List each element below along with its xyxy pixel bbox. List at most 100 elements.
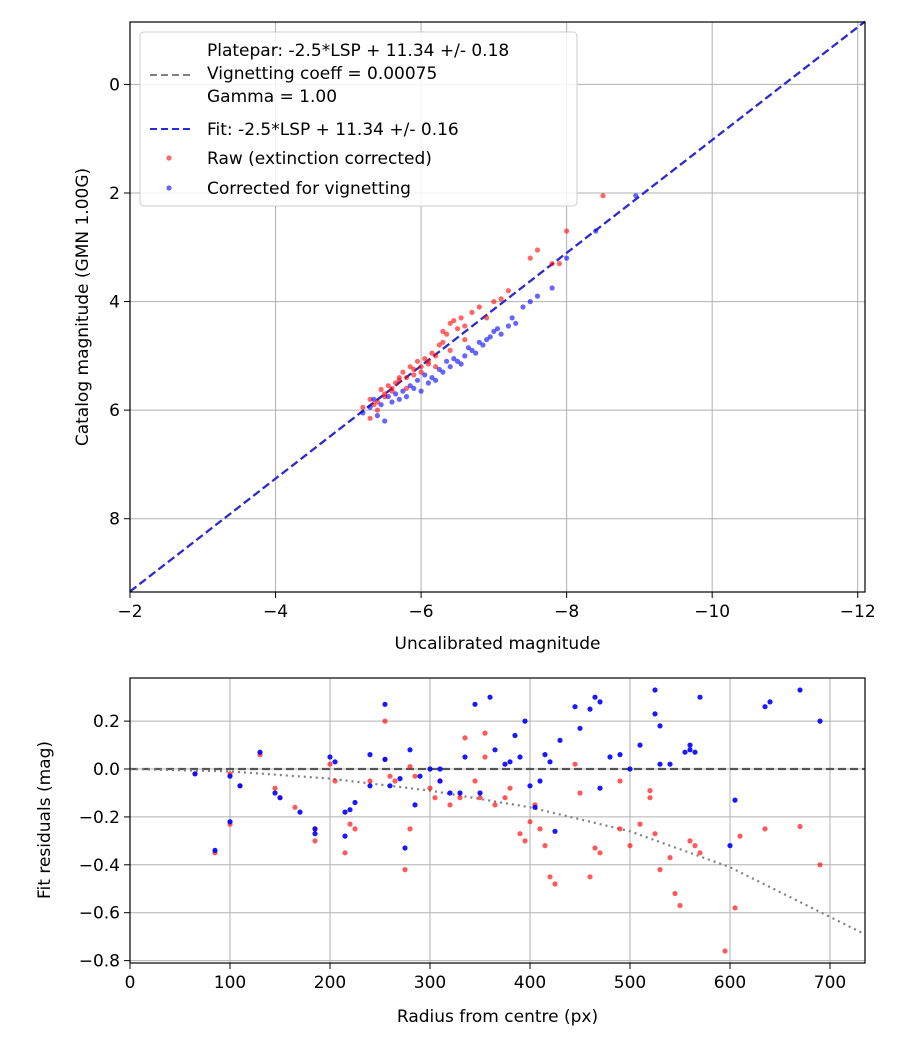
top-corrected-point bbox=[549, 285, 555, 291]
top-y-tick-label: 4 bbox=[109, 293, 120, 313]
top-y-axis-label: Catalog magnitude (GMN 1.00G) bbox=[73, 168, 93, 446]
top-x-tick-label: −10 bbox=[694, 602, 730, 622]
bottom-raw-point bbox=[722, 948, 728, 954]
bottom-line-vignetting-model bbox=[129, 767, 866, 936]
top-raw-point bbox=[411, 366, 417, 372]
bottom-y-tick-label: −0.6 bbox=[79, 904, 120, 924]
top-corrected-point bbox=[480, 342, 486, 348]
bottom-corrected-point bbox=[407, 747, 413, 753]
bottom-corrected-point bbox=[272, 790, 278, 796]
bottom-corrected-point bbox=[547, 759, 553, 765]
bottom-corrected-point bbox=[257, 749, 263, 755]
bottom-corrected-point bbox=[617, 752, 623, 758]
top-axes-frame bbox=[129, 21, 866, 593]
top-raw-point bbox=[564, 228, 570, 234]
top-raw-point bbox=[447, 320, 453, 326]
bottom-raw-point bbox=[817, 862, 823, 868]
top-raw-point bbox=[403, 385, 410, 391]
top-raw-point bbox=[385, 383, 391, 389]
top-raw-point bbox=[411, 372, 417, 378]
bottom-raw-point bbox=[392, 778, 398, 784]
bottom-raw-point bbox=[552, 881, 558, 887]
top-raw-point bbox=[360, 404, 366, 410]
top-line-fit bbox=[129, 20, 866, 593]
top-corrected-point bbox=[400, 388, 406, 394]
top-corrected-point bbox=[564, 255, 570, 261]
bottom-corrected-point bbox=[437, 766, 443, 772]
top-raw-point bbox=[476, 304, 482, 310]
top-raw-point bbox=[451, 318, 457, 324]
bottom-corrected-point bbox=[367, 752, 373, 758]
bottom-raw-point bbox=[542, 843, 548, 849]
bottom-corrected-point bbox=[527, 783, 533, 789]
bottom-raw-point bbox=[347, 821, 353, 827]
legend-corrected-marker bbox=[166, 185, 172, 191]
top-ticks: −2 −4 −6 −8 −10 −12 0 2 4 6 8 bbox=[109, 75, 875, 622]
top-corrected-point bbox=[458, 361, 464, 367]
legend-raw-marker bbox=[166, 155, 172, 161]
top-corrected-point bbox=[487, 334, 493, 340]
legend-box bbox=[139, 31, 578, 207]
top-corrected-point bbox=[484, 337, 490, 343]
legend-corrected-label: Corrected for vignetting bbox=[207, 179, 411, 199]
top-corrected-point bbox=[396, 396, 402, 402]
bottom-raw-point bbox=[737, 833, 743, 839]
bottom-corrected-point bbox=[502, 761, 508, 767]
bottom-raw-point bbox=[647, 788, 653, 794]
top-raw-point bbox=[469, 309, 475, 315]
bottom-ticks: 0 100 200 300 400 500 600 700 0.2 0.0 −0.2 −0.4 −0.6… bbox=[79, 712, 847, 993]
bottom-corrected-point bbox=[652, 687, 658, 693]
bottom-corrected-point bbox=[492, 747, 498, 753]
bottom-raw-point bbox=[592, 845, 598, 851]
bottom-raw-point bbox=[692, 843, 698, 849]
bottom-raw-point bbox=[477, 795, 483, 801]
bottom-raw-point bbox=[272, 785, 278, 791]
bottom-corrected-point bbox=[592, 694, 598, 700]
bottom-corrected-point bbox=[607, 754, 613, 760]
top-raw-point bbox=[433, 353, 439, 359]
top-raw-point bbox=[462, 323, 468, 329]
bottom-raw-point bbox=[502, 795, 508, 801]
bottom-corrected-point bbox=[487, 694, 493, 700]
bottom-corrected-point bbox=[417, 773, 423, 779]
top-raw-point bbox=[440, 339, 446, 345]
top-corrected-point bbox=[454, 358, 461, 364]
top-corrected-point bbox=[429, 375, 435, 381]
top-lines bbox=[129, 20, 866, 593]
top-chart: −2 −4 −6 −8 −10 −12 0 2 4 6 8 Uncalibrated magnitu… bbox=[73, 20, 876, 654]
bottom-raw-point bbox=[537, 826, 543, 832]
bottom-x-tick-label: 500 bbox=[614, 973, 646, 993]
bottom-corrected-point bbox=[447, 790, 453, 796]
bottom-corrected-point bbox=[667, 761, 673, 767]
bottom-raw-point bbox=[527, 819, 533, 825]
top-corrected-point bbox=[498, 331, 504, 337]
bottom-corrected-point bbox=[817, 718, 823, 724]
bottom-raw-point bbox=[447, 802, 453, 808]
top-corrected-point bbox=[444, 358, 450, 364]
bottom-corrected-point bbox=[727, 843, 733, 849]
legend-platepar-line-2: Vignetting coeff = 0.00075 bbox=[207, 64, 437, 84]
legend-platepar-line-1: Platepar: -2.5*LSP + 11.34 +/- 0.18 bbox=[207, 41, 509, 61]
bottom-corrected-point bbox=[192, 771, 198, 777]
top-corrected-point bbox=[367, 404, 373, 410]
bottom-corrected-point bbox=[387, 783, 393, 789]
bottom-points bbox=[192, 687, 823, 954]
top-corrected-point bbox=[451, 356, 457, 362]
bottom-x-axis-label: Radius from centre (px) bbox=[397, 1007, 598, 1027]
bottom-corrected-point bbox=[697, 694, 703, 700]
bottom-corrected-point bbox=[522, 718, 528, 724]
top-corrected-point bbox=[411, 385, 417, 391]
bottom-corrected-point bbox=[437, 778, 443, 784]
top-raw-point bbox=[440, 328, 446, 334]
bottom-corrected-point bbox=[332, 759, 338, 765]
bottom-axes-frame bbox=[129, 677, 866, 964]
bottom-corrected-point bbox=[342, 833, 348, 839]
top-raw-point bbox=[371, 402, 377, 408]
top-corrected-point bbox=[633, 193, 639, 199]
bottom-grid bbox=[129, 678, 865, 963]
bottom-corrected-point bbox=[652, 711, 658, 717]
bottom-corrected-point bbox=[762, 704, 768, 710]
bottom-raw-point bbox=[667, 855, 673, 861]
bottom-raw-point bbox=[472, 778, 478, 784]
